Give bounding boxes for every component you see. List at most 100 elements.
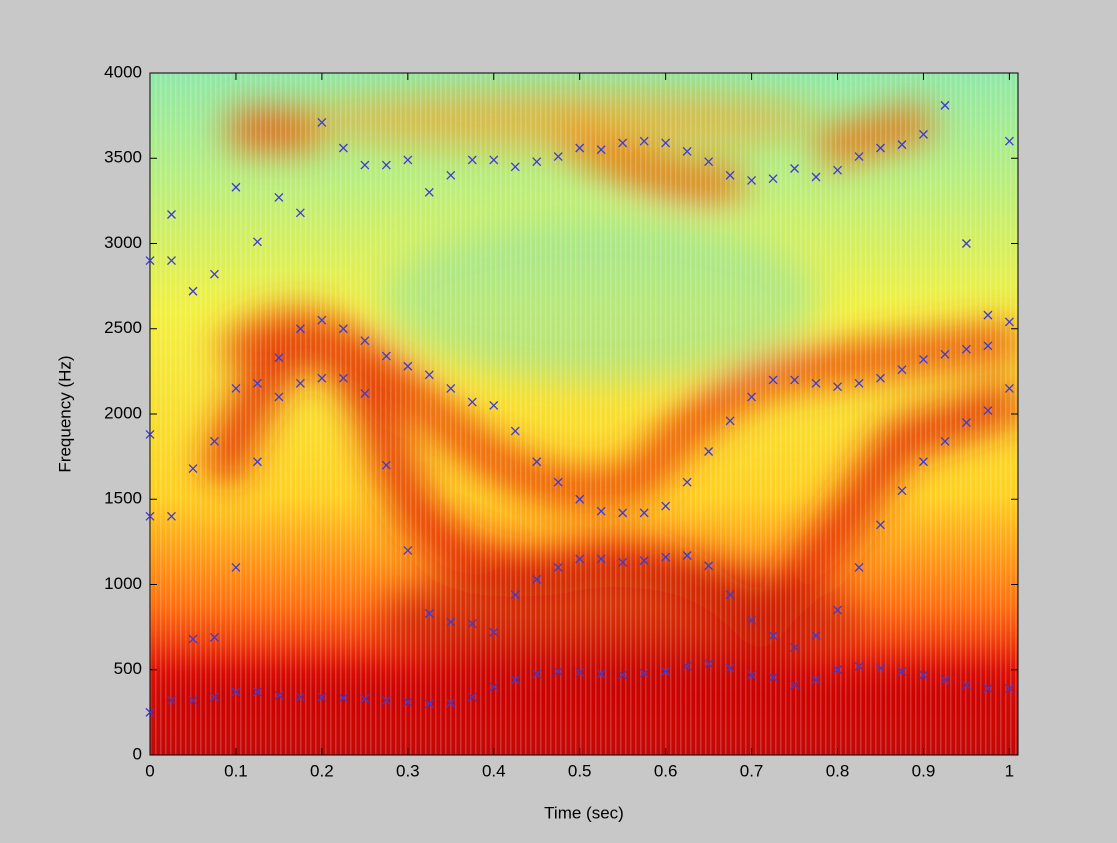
formant-marker — [575, 667, 585, 677]
formant-marker — [940, 349, 950, 359]
formant-marker — [510, 675, 520, 685]
formant-marker — [510, 162, 520, 172]
formant-marker — [381, 351, 391, 361]
formant-marker — [446, 383, 456, 393]
formant-marker — [725, 663, 735, 673]
x-tick-label: 0.4 — [482, 761, 506, 780]
formant-marker — [983, 684, 993, 693]
y-tick-label: 3000 — [104, 233, 142, 252]
formant-marker — [252, 687, 262, 697]
formant-marker — [661, 666, 671, 676]
formant-marker — [983, 310, 993, 320]
formant-marker — [854, 661, 864, 671]
formant-marker — [961, 418, 971, 427]
formant-marker — [618, 138, 628, 148]
formant-marker — [381, 160, 391, 170]
formant-marker — [510, 426, 520, 436]
x-tick-label: 0.7 — [740, 761, 764, 780]
formant-marker — [424, 699, 434, 709]
formant-marker — [682, 551, 692, 560]
formant-marker — [446, 170, 456, 180]
formant-marker — [295, 378, 305, 388]
formant-marker — [553, 152, 563, 162]
formant-marker — [317, 117, 327, 127]
formant-marker — [381, 460, 391, 470]
formant-marker — [231, 182, 241, 192]
formant-marker — [790, 375, 800, 385]
formant-marker — [876, 373, 885, 383]
formant-marker — [854, 152, 864, 162]
x-tick-label: 0.9 — [912, 761, 936, 780]
formant-marker — [747, 175, 757, 185]
formant-marker — [704, 659, 714, 669]
formant-marker — [489, 155, 499, 165]
formant-marker — [338, 693, 348, 703]
formant-marker — [274, 690, 284, 700]
formant-marker — [833, 605, 842, 615]
formant-marker — [833, 382, 842, 392]
formant-marker — [360, 389, 370, 398]
formant-marker — [360, 336, 370, 346]
formant-marker — [231, 562, 241, 572]
formant-marker — [790, 164, 800, 173]
formant-marker — [188, 695, 198, 705]
formant-marker — [639, 136, 649, 146]
formant-marker — [360, 160, 370, 170]
formant-marker — [618, 508, 628, 518]
formant-marker — [295, 324, 305, 334]
formant-marker — [381, 695, 391, 705]
formant-marker — [403, 697, 413, 707]
formant-marker — [747, 615, 757, 625]
formant-marker — [209, 269, 219, 279]
formant-marker — [919, 129, 928, 139]
formant-marker — [596, 554, 606, 564]
formant-marker — [553, 477, 563, 487]
y-tick-label: 2000 — [104, 403, 142, 422]
formant-marker — [768, 672, 778, 682]
formant-marker — [510, 590, 520, 600]
formant-marker — [231, 383, 241, 393]
formant-marker — [790, 680, 800, 690]
formant-marker — [704, 561, 714, 571]
formant-marker — [790, 643, 800, 653]
formant-marker — [167, 511, 176, 521]
formant-marker — [317, 373, 327, 383]
formant-marker — [489, 682, 499, 692]
formant-marker — [338, 373, 348, 383]
formant-marker — [682, 477, 692, 487]
formant-marker — [467, 397, 477, 407]
formant-marker — [682, 146, 692, 156]
formant-marker — [338, 324, 348, 334]
formant-marker — [940, 100, 950, 110]
x-tick-label: 0.1 — [224, 761, 248, 780]
formant-marker — [747, 670, 757, 680]
formant-marker — [661, 138, 671, 148]
formant-marker — [682, 661, 692, 671]
formant-marker — [467, 692, 477, 702]
formant-marker — [704, 157, 714, 167]
formant-marker — [876, 143, 885, 153]
formant-marker — [1004, 136, 1014, 146]
formant-marker — [209, 632, 219, 642]
x-tick-label: 0.5 — [568, 761, 592, 780]
formant-marker — [209, 436, 219, 446]
formant-marker — [940, 436, 950, 446]
y-tick-label: 500 — [114, 659, 142, 678]
y-axis-label: Frequency (Hz) — [55, 355, 74, 472]
formant-marker — [252, 378, 262, 388]
formant-marker — [639, 556, 649, 566]
formant-marker — [596, 669, 606, 679]
formant-marker — [424, 609, 434, 618]
formant-marker — [661, 501, 671, 511]
formant-marker — [1004, 317, 1014, 327]
formant-marker — [424, 187, 434, 197]
formant-marker — [167, 256, 176, 266]
formant-marker — [854, 378, 864, 388]
formant-marker — [897, 140, 907, 150]
formant-marker — [811, 675, 821, 685]
formant-marker — [725, 170, 735, 180]
formant-marker — [596, 145, 606, 155]
x-tick-label: 0.2 — [310, 761, 334, 780]
formant-marker — [747, 392, 757, 402]
